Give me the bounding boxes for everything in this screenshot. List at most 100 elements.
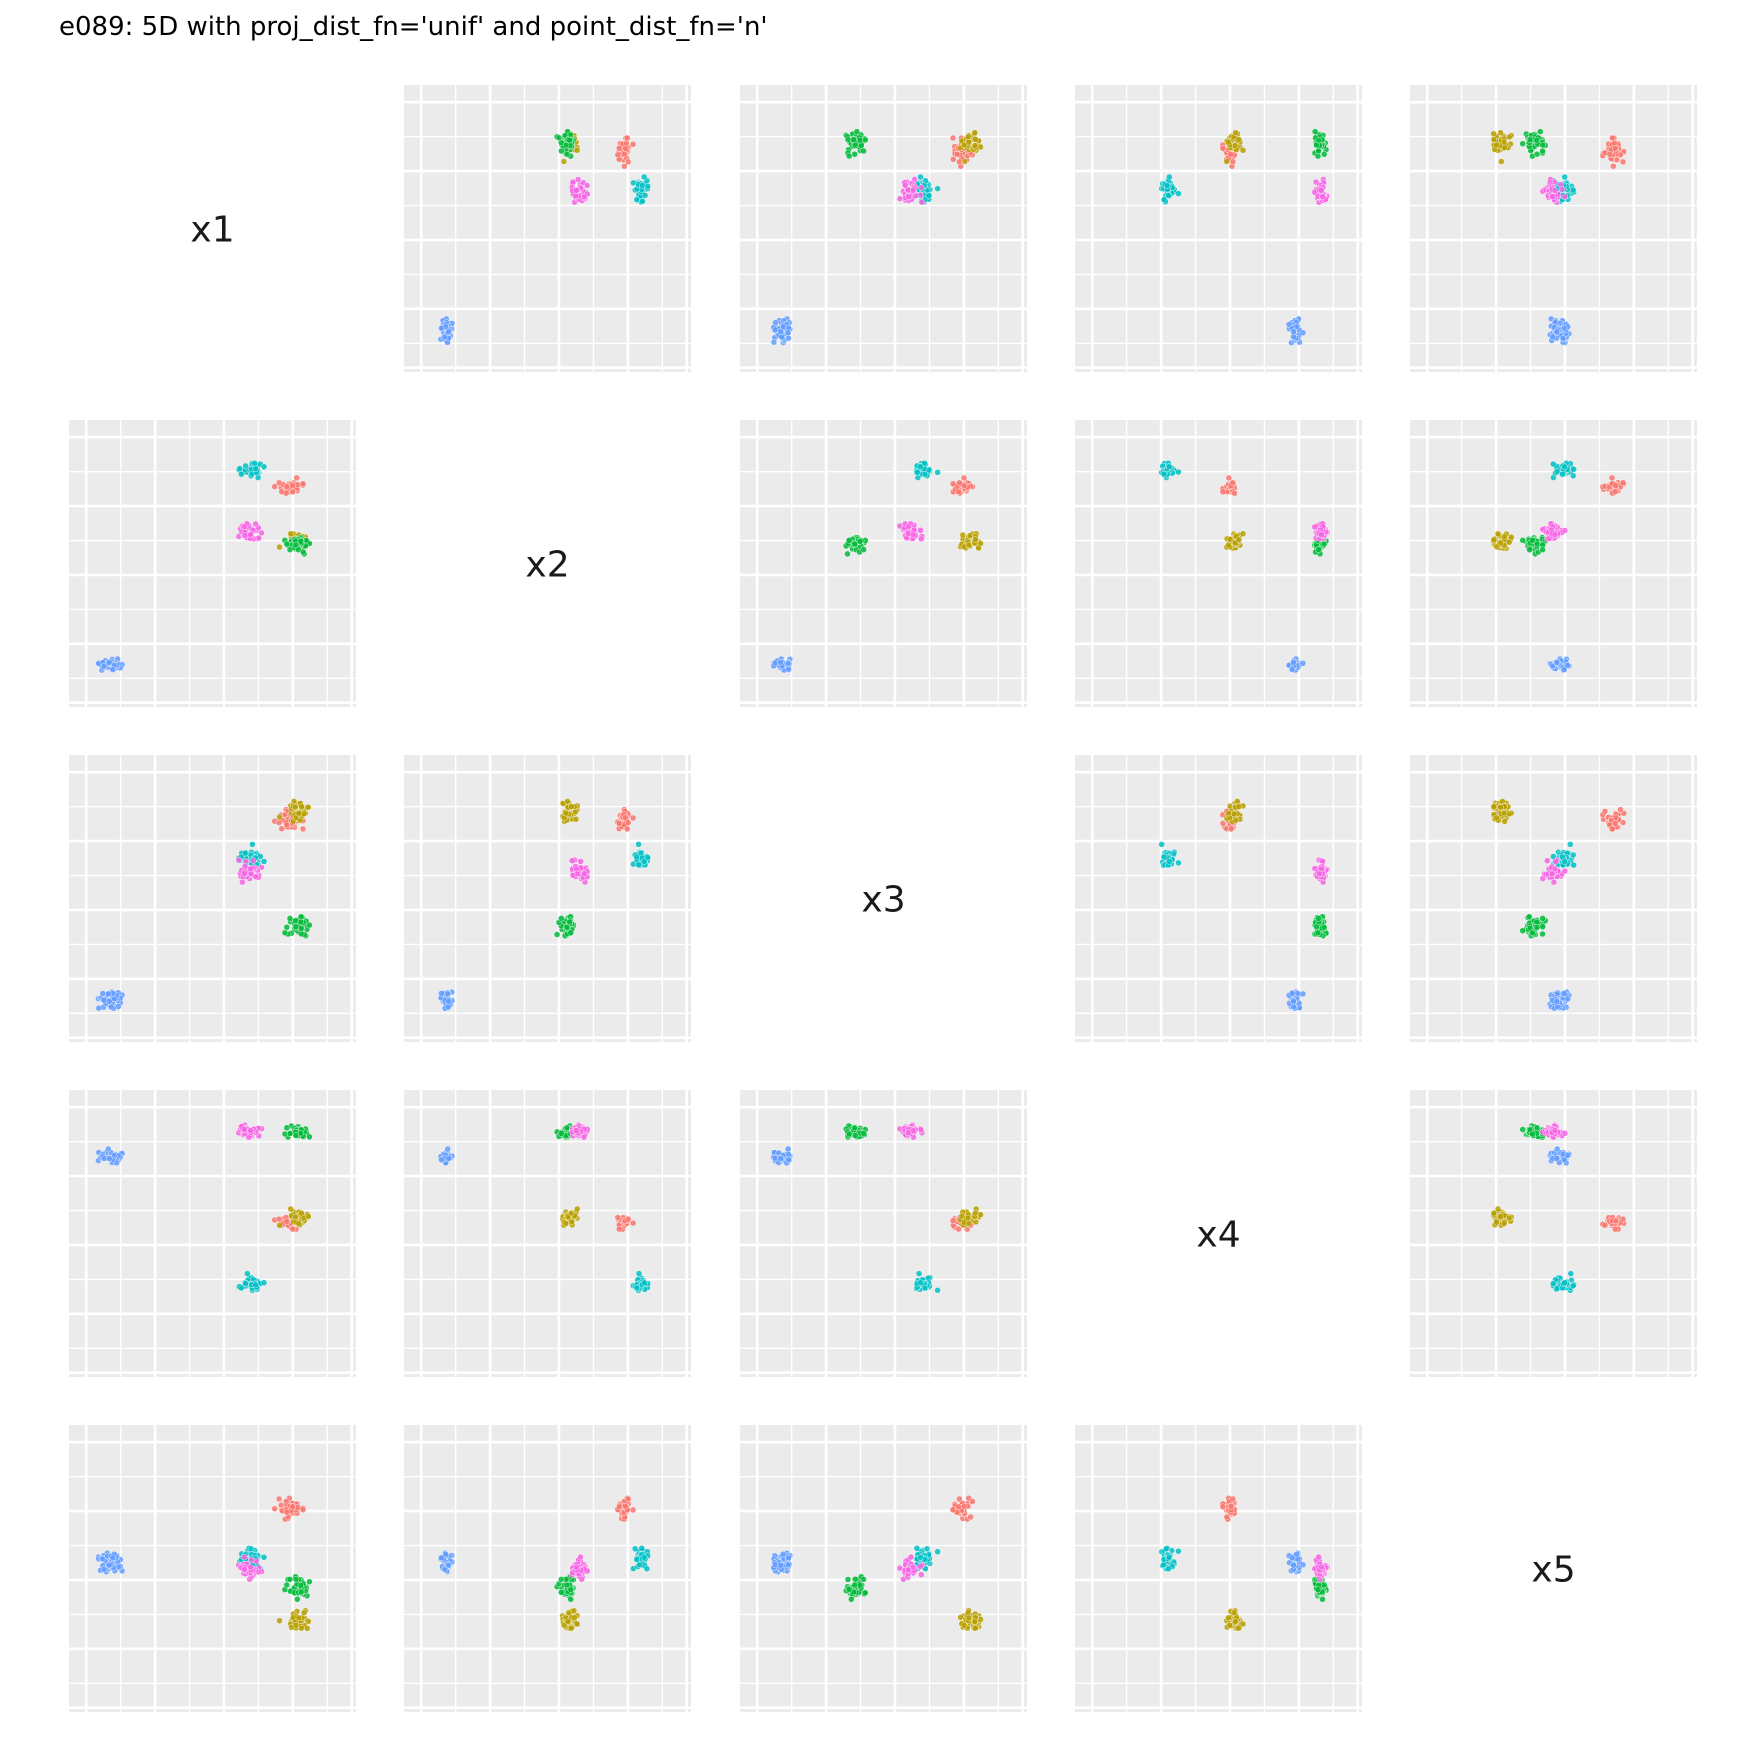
data-point-cluster-2 (959, 531, 966, 539)
data-point-cluster-4 (1570, 466, 1577, 473)
data-point-cluster-3 (851, 150, 858, 158)
data-point-cluster-1 (956, 479, 963, 486)
data-point-cluster-5 (445, 328, 452, 335)
data-point-cluster-1 (283, 483, 290, 490)
data-point-cluster-1 (283, 821, 290, 829)
data-point-cluster-3 (292, 541, 300, 549)
panel-x2-vs-x3 (404, 755, 691, 1042)
data-point-cluster-5 (1299, 660, 1307, 667)
data-point-cluster-1 (1608, 474, 1616, 482)
panel-x3-vs-x3: x3 (861, 880, 905, 921)
data-point-cluster-6 (247, 1127, 254, 1134)
data-point-cluster-3 (844, 136, 852, 144)
data-point-cluster-2 (964, 1214, 972, 1222)
data-point-cluster-1 (1229, 158, 1237, 166)
panel-x2-vs-x1 (404, 85, 691, 372)
data-point-cluster-2 (1493, 1219, 1500, 1226)
data-point-cluster-2 (964, 133, 972, 141)
data-point-cluster-2 (1498, 158, 1505, 165)
data-point-cluster-2 (1501, 533, 1508, 540)
data-point-cluster-2 (971, 142, 979, 149)
data-point-cluster-4 (1550, 1280, 1557, 1287)
data-point-cluster-1 (1609, 825, 1616, 833)
data-point-cluster-2 (965, 1220, 973, 1227)
data-point-cluster-2 (298, 803, 305, 810)
data-point-cluster-2 (965, 138, 973, 146)
data-point-cluster-5 (784, 1145, 792, 1153)
panel-x5-vs-x3 (1410, 755, 1697, 1042)
data-point-cluster-4 (252, 1281, 259, 1289)
data-point-cluster-3 (1539, 923, 1546, 930)
data-point-cluster-3 (860, 147, 867, 155)
data-point-cluster-2 (562, 1220, 570, 1227)
data-point-cluster-5 (1553, 659, 1561, 666)
data-point-cluster-2 (298, 1209, 305, 1217)
data-point-cluster-2 (961, 158, 968, 165)
panel-background (1075, 420, 1362, 707)
data-point-cluster-3 (298, 930, 305, 938)
data-point-cluster-4 (236, 465, 244, 472)
data-point-cluster-4 (1166, 173, 1173, 181)
data-point-cluster-4 (934, 469, 941, 476)
data-point-cluster-4 (635, 841, 642, 848)
data-point-cluster-4 (242, 462, 249, 470)
data-point-cluster-4 (1569, 186, 1577, 194)
data-point-cluster-5 (1554, 1003, 1561, 1010)
data-point-cluster-3 (1519, 140, 1526, 147)
data-point-cluster-6 (568, 857, 576, 864)
data-point-cluster-5 (1553, 990, 1561, 998)
panel-x2-vs-x5 (404, 1425, 691, 1712)
data-point-cluster-1 (624, 825, 631, 833)
data-point-cluster-6 (573, 865, 580, 873)
data-point-cluster-1 (1227, 825, 1235, 833)
data-point-cluster-5 (785, 1151, 792, 1158)
data-point-cluster-6 (235, 856, 243, 864)
data-point-cluster-6 (1318, 187, 1325, 194)
data-point-cluster-3 (283, 1124, 290, 1132)
data-point-cluster-2 (572, 816, 580, 823)
data-point-cluster-6 (241, 532, 249, 539)
data-point-cluster-4 (1166, 463, 1173, 470)
data-point-cluster-3 (1533, 150, 1541, 158)
data-point-cluster-3 (300, 548, 307, 556)
data-point-cluster-2 (1235, 136, 1243, 143)
data-point-cluster-1 (1219, 145, 1227, 152)
data-point-cluster-1 (1606, 150, 1613, 158)
data-point-cluster-2 (1494, 530, 1502, 537)
data-point-cluster-1 (283, 1218, 290, 1225)
data-point-cluster-4 (1569, 1282, 1577, 1290)
data-point-cluster-1 (1219, 488, 1227, 495)
data-point-cluster-3 (292, 1576, 300, 1583)
data-point-cluster-1 (1609, 134, 1616, 142)
data-point-cluster-1 (629, 1506, 637, 1514)
data-point-cluster-3 (852, 141, 859, 149)
data-point-cluster-2 (1505, 133, 1513, 141)
data-point-cluster-4 (1160, 196, 1168, 203)
data-point-cluster-3 (856, 136, 864, 144)
data-point-cluster-1 (1601, 808, 1609, 815)
data-point-cluster-1 (1612, 1217, 1620, 1225)
data-point-cluster-1 (1611, 145, 1619, 152)
data-point-cluster-1 (1231, 490, 1238, 497)
data-point-cluster-1 (289, 1503, 296, 1511)
data-point-cluster-6 (581, 870, 588, 877)
data-point-cluster-5 (1290, 1003, 1297, 1010)
data-point-cluster-1 (1612, 814, 1620, 821)
data-point-cluster-3 (558, 915, 565, 922)
data-point-cluster-5 (438, 1156, 445, 1164)
data-point-cluster-5 (445, 1155, 452, 1162)
data-point-cluster-4 (1567, 841, 1574, 848)
panel-background (1075, 755, 1362, 1042)
data-point-cluster-6 (918, 535, 925, 543)
data-point-cluster-4 (915, 1270, 923, 1277)
data-point-cluster-6 (917, 527, 924, 534)
data-point-cluster-3 (297, 918, 304, 926)
data-point-cluster-6 (241, 523, 248, 530)
data-point-cluster-2 (1497, 804, 1504, 811)
data-point-cluster-1 (622, 145, 629, 152)
data-point-cluster-2 (1497, 129, 1504, 136)
data-point-cluster-6 (1551, 865, 1559, 873)
data-point-cluster-4 (633, 853, 640, 861)
data-point-cluster-4 (1166, 858, 1173, 865)
